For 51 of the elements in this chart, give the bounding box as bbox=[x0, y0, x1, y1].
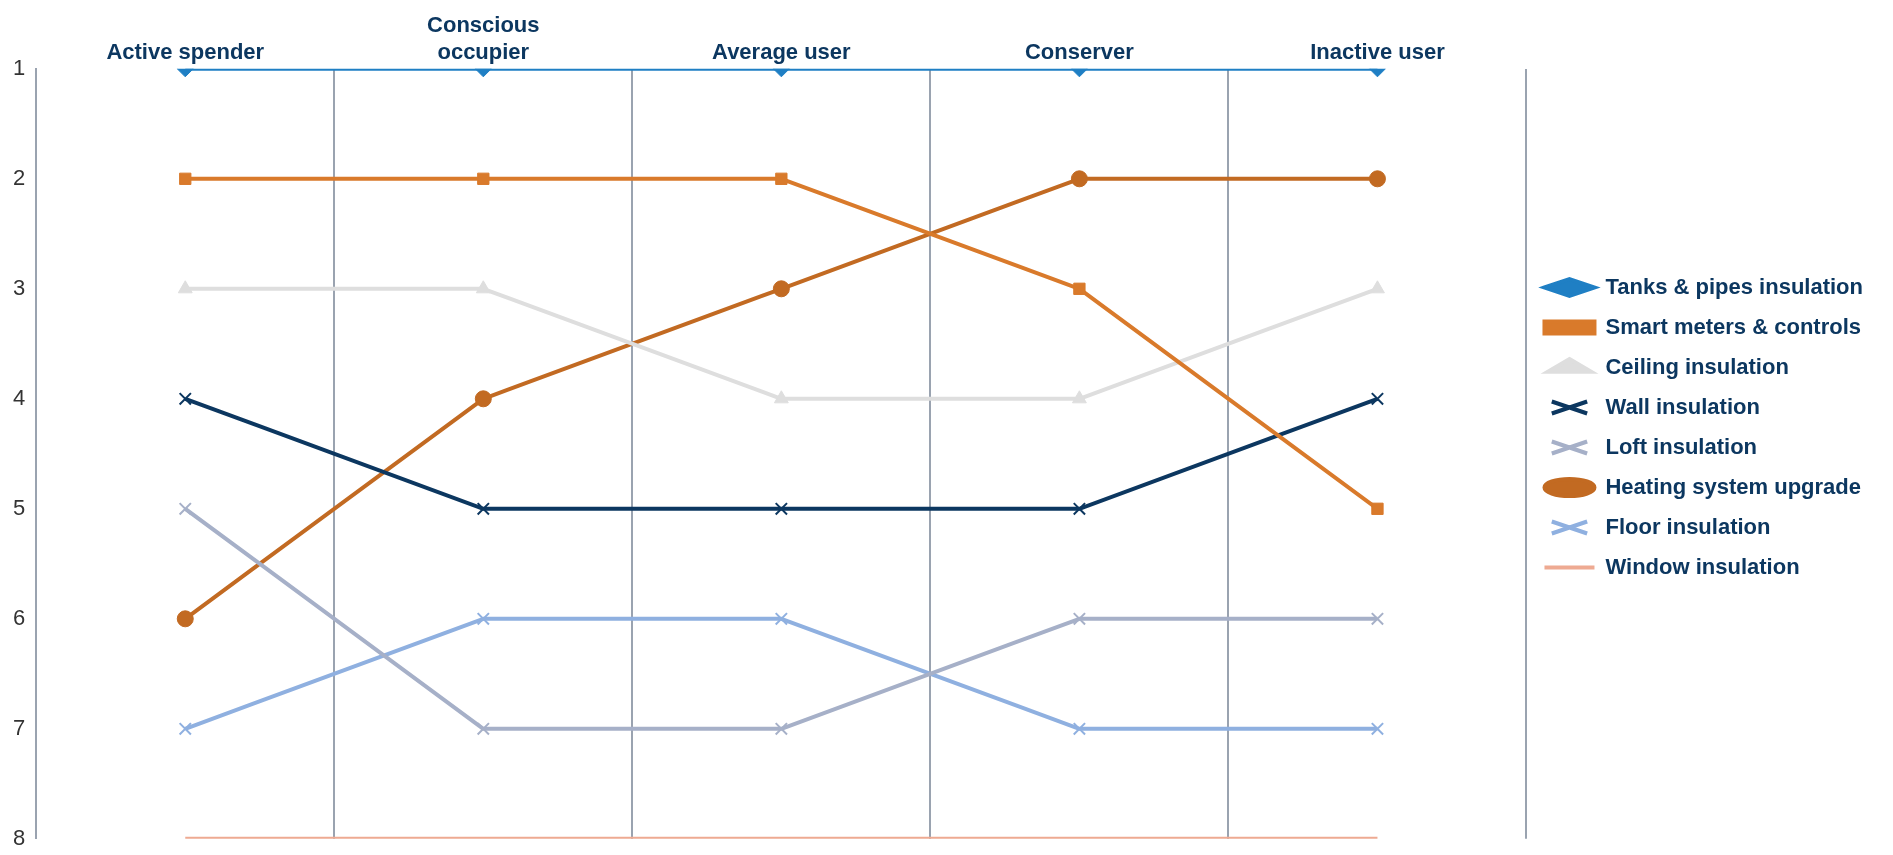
legend-label: Wall insulation bbox=[1605, 393, 1760, 419]
point bbox=[774, 612, 789, 626]
y-tick-label: 3 bbox=[12, 274, 26, 300]
point bbox=[1370, 612, 1385, 626]
point bbox=[774, 722, 789, 736]
point bbox=[1072, 502, 1087, 516]
point bbox=[477, 172, 490, 185]
y-tick-label: 5 bbox=[12, 494, 26, 520]
point bbox=[775, 172, 788, 185]
legend-label: Heating system upgrade bbox=[1605, 473, 1861, 499]
y-tick-label: 6 bbox=[12, 604, 26, 630]
legend-label: Window insulation bbox=[1605, 553, 1800, 579]
point bbox=[773, 390, 789, 404]
point bbox=[1071, 390, 1087, 404]
x-tick-label: Conscious occupier bbox=[427, 12, 540, 64]
point bbox=[476, 612, 490, 626]
y-tick-label: 4 bbox=[12, 384, 26, 410]
legend-label: Loft insulation bbox=[1605, 433, 1758, 459]
legend-label: Tanks & pipes insulation bbox=[1605, 273, 1864, 299]
point bbox=[475, 280, 491, 294]
point bbox=[1368, 170, 1386, 188]
y-tick-label: 1 bbox=[12, 54, 26, 80]
x-tick-label: Conserver bbox=[1024, 38, 1135, 64]
x-tick-label: Average user bbox=[712, 38, 852, 64]
point bbox=[774, 502, 789, 516]
legend-label: Floor insulation bbox=[1605, 513, 1771, 539]
point bbox=[178, 502, 192, 516]
point bbox=[176, 610, 194, 628]
point bbox=[1070, 170, 1088, 188]
x-tick-label: Inactive user bbox=[1310, 38, 1446, 64]
point bbox=[1072, 722, 1087, 736]
y-tick-label: 8 bbox=[12, 824, 26, 850]
point bbox=[476, 502, 490, 516]
point bbox=[1370, 392, 1385, 406]
point bbox=[178, 392, 192, 406]
legend-label: Ceiling insulation bbox=[1605, 353, 1789, 379]
legend-label: Smart meters & controls bbox=[1605, 313, 1862, 339]
point bbox=[772, 280, 790, 298]
point bbox=[1073, 282, 1086, 295]
point bbox=[1371, 502, 1384, 515]
y-tick-label: 2 bbox=[12, 164, 26, 190]
point bbox=[1370, 280, 1385, 294]
point bbox=[476, 722, 490, 736]
y-tick-label: 7 bbox=[12, 714, 26, 740]
point bbox=[474, 390, 492, 408]
point bbox=[179, 172, 192, 185]
point bbox=[1072, 612, 1087, 626]
point bbox=[178, 722, 192, 736]
point bbox=[1370, 722, 1385, 736]
point bbox=[177, 280, 193, 294]
x-tick-label: Active spender bbox=[106, 38, 265, 64]
